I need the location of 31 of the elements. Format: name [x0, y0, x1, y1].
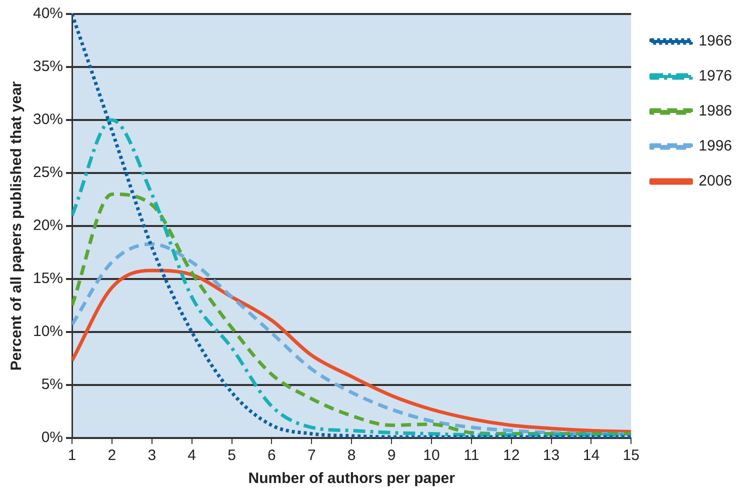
y-tick-label: 0% [41, 429, 64, 446]
y-axis-title: Percent of all papers published that year [8, 81, 26, 371]
x-tick-label: 10 [423, 447, 440, 464]
x-axis-title: Number of authors per paper [248, 470, 456, 488]
x-tick-label: 13 [542, 447, 560, 464]
legend-label: 2006 [698, 172, 732, 190]
legend-label: 1986 [698, 102, 732, 120]
x-tick-label: 6 [268, 447, 276, 464]
legend-label: 1976 [698, 68, 732, 85]
legend-label: 1966 [698, 32, 732, 50]
y-tick-label: 25% [32, 164, 64, 182]
y-tick-label: 15% [32, 270, 64, 288]
y-tick-label: 5% [41, 376, 64, 394]
x-tick-label: 3 [148, 447, 156, 464]
x-tick-label: 7 [307, 447, 316, 464]
x-tick-label: 2 [108, 447, 116, 464]
y-tick-label: 20% [32, 217, 64, 234]
x-tick-label: 4 [188, 447, 196, 464]
legend-label: 1996 [698, 138, 732, 155]
y-tick-label: 40% [32, 5, 64, 22]
y-tick-label: 35% [32, 58, 64, 76]
x-tick-label: 9 [387, 447, 396, 464]
x-tick-label: 12 [502, 447, 520, 464]
x-tick-label: 11 [464, 447, 480, 464]
y-tick-label: 10% [32, 323, 64, 340]
x-tick-label: 5 [228, 447, 236, 464]
y-tick-label: 30% [32, 111, 64, 128]
x-tick-label: 14 [582, 447, 600, 464]
x-tick-label: 8 [347, 447, 356, 464]
x-tick-label: 15 [622, 447, 640, 464]
x-tick-label: 1 [68, 447, 76, 464]
